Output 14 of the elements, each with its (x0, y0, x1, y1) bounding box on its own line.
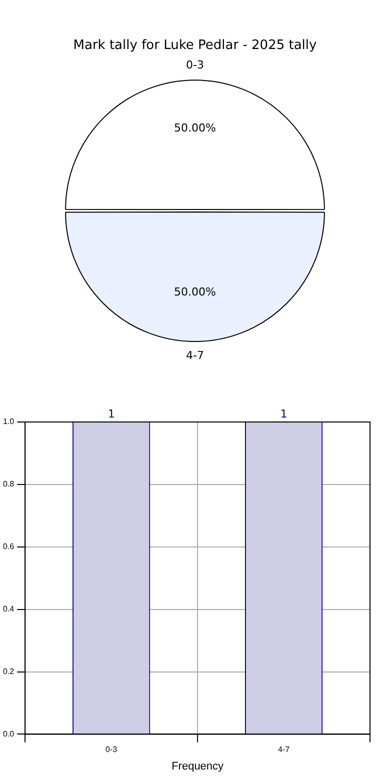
slice-label: 4-7 (186, 348, 204, 362)
y-tick-label: 0.8 (2, 480, 15, 489)
chart-title: Mark tally for Luke Pedlar - 2025 tally (73, 38, 318, 54)
data-label: 50.00% (174, 122, 216, 135)
y-tick-label: 0.2 (2, 666, 15, 676)
data-label: 50.00% (174, 286, 216, 299)
x-axis-title: Frequency (172, 760, 224, 772)
y-tick-label: 1.0 (2, 417, 15, 426)
y-tick-label: 0.0 (2, 729, 15, 738)
y-tick-label: 0.6 (2, 542, 15, 552)
y-tick-label: 0.4 (2, 604, 15, 614)
data-label: 1 (108, 407, 115, 420)
slice-label: 0-3 (186, 58, 204, 72)
data-label: 1 (280, 407, 288, 420)
